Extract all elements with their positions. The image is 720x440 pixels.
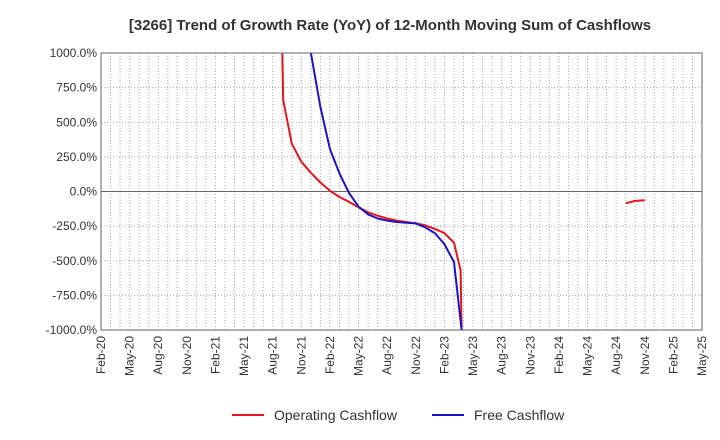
plot-frame [100,52,703,331]
x-tick-label: May-23 [466,336,480,376]
x-tick-label: Aug-21 [266,336,280,375]
x-tick-label: Nov-24 [638,336,652,375]
x-tick-label: Feb-22 [323,336,337,374]
x-tick-label: May-22 [352,336,366,376]
x-tick-label: Nov-23 [523,336,537,375]
legend-label-free-cashflow: Free Cashflow [474,407,565,423]
x-tick-label: May-24 [581,336,595,376]
x-tick-label: Aug-20 [151,336,165,375]
y-tick-label: 1000.0% [50,46,98,60]
x-tick-label: Aug-23 [495,336,509,375]
legend: Operating Cashflow Free Cashflow [232,407,565,423]
y-tick-label: -250.0% [52,219,97,233]
x-tick-label: Aug-24 [609,336,623,375]
x-axis-ticks: Feb-20 May-20 Aug-20 Nov-20 Feb-21 May-21 Aug-… [94,336,709,376]
x-tick-label: Nov-21 [294,336,308,375]
x-tick-label: May-21 [237,336,251,376]
x-tick-label: Feb-20 [94,336,108,374]
y-tick-label: -1000.0% [46,323,98,337]
operating-cashflow-line [281,53,463,330]
series-layer [281,53,645,330]
y-tick-label: 0.0% [70,185,98,199]
x-tick-label: Nov-20 [180,336,194,375]
y-tick-label: 250.0% [56,150,97,164]
y-tick-label: -500.0% [52,254,97,268]
y-tick-label: 750.0% [56,81,97,95]
x-tick-label: Aug-22 [380,336,394,375]
x-tick-label: Feb-21 [208,336,222,374]
x-tick-label: Nov-22 [409,336,423,375]
x-tick-label: May-20 [123,336,137,376]
chart-title: [3266] Trend of Growth Rate (YoY) of 12-… [129,17,651,34]
x-tick-label: Feb-23 [437,336,451,374]
operating-cashflow-line [625,199,645,205]
y-tick-label: -750.0% [52,288,97,302]
y-axis-ticks: 1000.0% 750.0% 500.0% 250.0% 0.0% -250.0% -500… [46,46,98,337]
x-tick-label: Feb-24 [552,336,566,374]
grid [101,53,702,330]
x-tick-label: May-25 [695,336,709,376]
free-cashflow-line [309,53,463,330]
x-tick-label: Feb-25 [666,336,680,374]
legend-label-operating-cashflow: Operating Cashflow [274,407,398,423]
y-tick-label: 500.0% [56,115,97,129]
